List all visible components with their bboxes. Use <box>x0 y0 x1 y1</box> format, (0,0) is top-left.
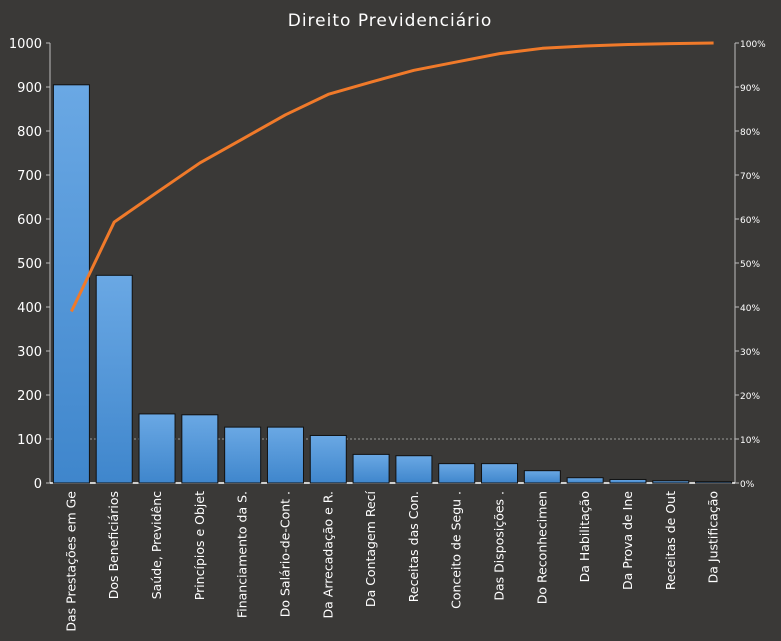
cumulative-line <box>70 41 714 313</box>
y2-tick-label: 30% <box>740 348 760 358</box>
y-tick-label: 500 <box>17 257 42 272</box>
bar <box>181 414 219 484</box>
x-tick-label: Conceito de Segu . <box>449 491 464 609</box>
x-tick-label: Da Contagem Recí <box>363 490 378 607</box>
y2-tick-label: 70% <box>740 172 760 182</box>
y-tick-label: 600 <box>17 213 42 228</box>
bar <box>695 481 733 484</box>
bar <box>224 426 262 484</box>
x-tick-label: Do Reconhecimen <box>534 491 549 604</box>
bar <box>438 463 476 484</box>
bar <box>566 477 604 484</box>
y-tick-label: 300 <box>17 345 42 360</box>
bar <box>352 453 390 484</box>
bar <box>395 455 433 484</box>
x-tick-label: Receitas de Out <box>663 491 678 590</box>
bar <box>523 470 561 484</box>
bar <box>95 274 133 484</box>
y-tick-label: 900 <box>17 81 42 96</box>
y-tick-label: 700 <box>17 169 42 184</box>
y2-tick-label: 100% <box>740 40 766 50</box>
x-tick-label: Das Disposições . <box>492 491 507 601</box>
y2-tick-label: 20% <box>740 392 760 402</box>
y2-tick-label: 90% <box>740 84 760 94</box>
y2-tick-label: 80% <box>740 128 760 138</box>
x-tick-label: Dos Beneficiários <box>106 491 121 599</box>
y-tick-label: 0 <box>34 477 42 492</box>
y-tick-label: 1000 <box>9 37 42 52</box>
y-tick-label: 200 <box>17 389 42 404</box>
y2-tick-label: 50% <box>740 260 760 270</box>
x-tick-label: Do Salário-de-Cont . <box>277 491 292 617</box>
y2-tick-label: 10% <box>740 436 760 446</box>
chart-title: Direito Previdenciário <box>288 11 493 31</box>
x-tick-label: Receitas das Con. <box>406 491 421 602</box>
x-tick-label: Da Arrecadação e R. <box>320 491 335 618</box>
y-tick-label: 100 <box>17 433 42 448</box>
bar <box>266 426 304 484</box>
y2-tick-label: 40% <box>740 304 760 314</box>
x-tick-label: Princípios e Objet <box>192 491 207 600</box>
x-tick-label: Da Prova de Ine <box>620 491 635 590</box>
y2-tick-label: 60% <box>740 216 760 226</box>
bar <box>481 463 519 484</box>
y-tick-label: 800 <box>17 125 42 140</box>
y2-tick-label: 0% <box>740 480 755 490</box>
bar <box>652 480 690 484</box>
x-tick-label: Financiamento da S. <box>235 491 250 618</box>
bar <box>138 413 176 484</box>
y-tick-label: 400 <box>17 301 42 316</box>
x-tick-label: Das Prestações em Ge <box>63 491 78 632</box>
bar <box>309 434 347 484</box>
bar <box>609 478 647 484</box>
x-tick-label: Da Justificação <box>706 491 721 583</box>
x-tick-label: Da Habilitação <box>577 491 592 582</box>
x-tick-label: Saúde, Previdênc <box>149 491 164 599</box>
